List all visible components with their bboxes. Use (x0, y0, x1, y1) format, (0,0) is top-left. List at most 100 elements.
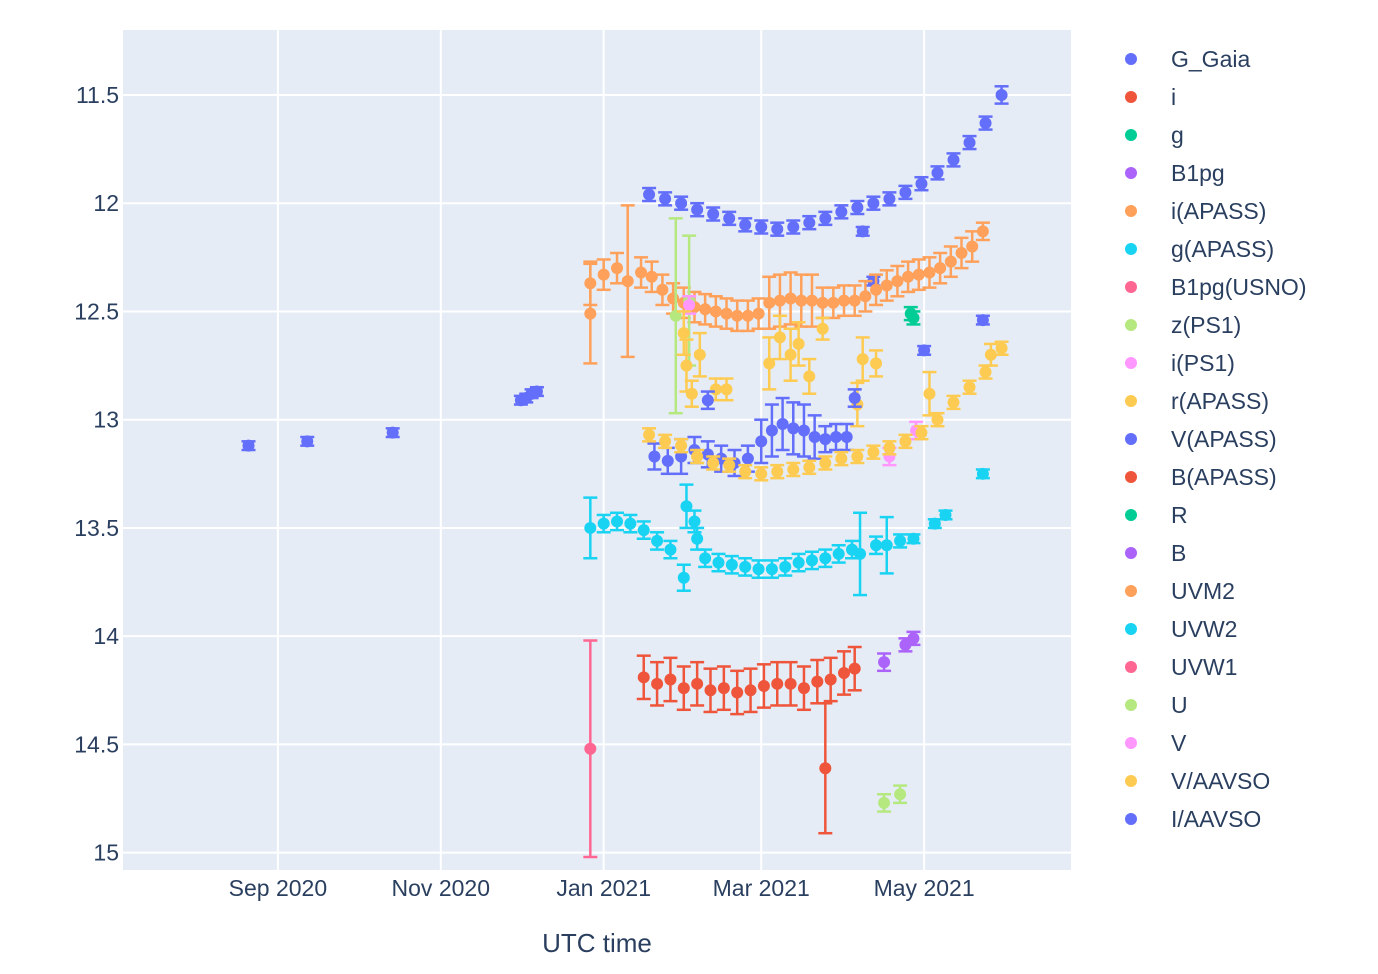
data-point[interactable] (637, 671, 650, 684)
legend-item[interactable]: i(APASS) (1125, 198, 1266, 224)
data-point[interactable] (918, 344, 931, 357)
data-point[interactable] (984, 348, 997, 361)
data-point[interactable] (693, 348, 706, 361)
data-point[interactable] (597, 268, 610, 281)
data-point[interactable] (741, 309, 754, 322)
data-point[interactable] (723, 459, 736, 472)
data-point[interactable] (680, 359, 693, 372)
data-point[interactable] (691, 532, 704, 545)
data-point[interactable] (675, 450, 688, 463)
legend-item[interactable]: i (1125, 84, 1176, 110)
data-point[interactable] (648, 450, 661, 463)
data-point[interactable] (707, 208, 720, 221)
data-point[interactable] (816, 322, 829, 335)
data-point[interactable] (792, 556, 805, 569)
data-point[interactable] (939, 508, 952, 521)
data-point[interactable] (856, 225, 869, 238)
data-point[interactable] (819, 212, 832, 225)
data-point[interactable] (878, 656, 891, 669)
data-point[interactable] (795, 294, 808, 307)
data-point[interactable] (995, 342, 1008, 355)
data-point[interactable] (819, 433, 832, 446)
data-point[interactable] (784, 348, 797, 361)
data-point[interactable] (907, 311, 920, 324)
data-point[interactable] (880, 539, 893, 552)
data-point[interactable] (848, 294, 861, 307)
data-point[interactable] (597, 517, 610, 530)
legend-item[interactable]: G_Gaia (1125, 46, 1250, 72)
data-point[interactable] (851, 450, 864, 463)
data-point[interactable] (659, 435, 672, 448)
legend-item[interactable]: r(APASS) (1125, 388, 1269, 414)
legend-item[interactable]: I/AAVSO (1125, 806, 1261, 832)
data-point[interactable] (739, 560, 752, 573)
data-point[interactable] (709, 305, 722, 318)
data-point[interactable] (867, 197, 880, 210)
data-point[interactable] (635, 266, 648, 279)
legend-item[interactable]: V/AAVSO (1125, 768, 1270, 794)
data-point[interactable] (669, 309, 682, 322)
data-point[interactable] (675, 439, 688, 452)
data-point[interactable] (651, 534, 664, 547)
data-point[interactable] (691, 203, 704, 216)
data-point[interactable] (677, 682, 690, 695)
data-point[interactable] (819, 552, 832, 565)
data-point[interactable] (811, 675, 824, 688)
data-point[interactable] (752, 563, 765, 576)
data-point[interactable] (894, 788, 907, 801)
data-point[interactable] (819, 762, 832, 775)
data-point[interactable] (928, 517, 941, 530)
data-point[interactable] (739, 465, 752, 478)
legend-item[interactable]: B (1125, 540, 1186, 566)
data-point[interactable] (891, 275, 904, 288)
data-point[interactable] (712, 556, 725, 569)
data-point[interactable] (931, 166, 944, 179)
data-point[interactable] (838, 294, 851, 307)
data-point[interactable] (763, 357, 776, 370)
data-point[interactable] (637, 524, 650, 537)
data-point[interactable] (744, 684, 757, 697)
data-point[interactable] (824, 673, 837, 686)
data-point[interactable] (709, 383, 722, 396)
data-point[interactable] (803, 216, 816, 229)
data-point[interactable] (717, 682, 730, 695)
data-point[interactable] (611, 262, 624, 275)
data-point[interactable] (832, 547, 845, 560)
data-point[interactable] (725, 558, 738, 571)
data-point[interactable] (771, 465, 784, 478)
data-point[interactable] (867, 446, 880, 459)
data-point[interactable] (688, 515, 701, 528)
data-point[interactable] (819, 456, 832, 469)
data-point[interactable] (699, 552, 712, 565)
data-point[interactable] (797, 424, 810, 437)
data-point[interactable] (691, 450, 704, 463)
data-point[interactable] (947, 153, 960, 166)
legend-item[interactable]: B1pg (1125, 160, 1225, 186)
legend-item[interactable]: V(APASS) (1125, 426, 1277, 452)
data-point[interactable] (787, 422, 800, 435)
legend-item[interactable]: UVM2 (1125, 578, 1235, 604)
data-point[interactable] (757, 679, 770, 692)
data-point[interactable] (755, 467, 768, 480)
data-point[interactable] (584, 277, 597, 290)
data-point[interactable] (731, 686, 744, 699)
data-point[interactable] (816, 296, 829, 309)
data-point[interactable] (803, 461, 816, 474)
data-point[interactable] (907, 532, 920, 545)
data-point[interactable] (835, 452, 848, 465)
data-point[interactable] (912, 268, 925, 281)
legend-item[interactable]: UVW1 (1125, 654, 1237, 680)
data-point[interactable] (787, 221, 800, 234)
data-point[interactable] (792, 337, 805, 350)
data-point[interactable] (883, 441, 896, 454)
data-point[interactable] (838, 666, 851, 679)
data-point[interactable] (963, 381, 976, 394)
data-point[interactable] (827, 296, 840, 309)
data-point[interactable] (386, 426, 399, 439)
data-point[interactable] (870, 539, 883, 552)
data-point[interactable] (805, 554, 818, 567)
data-point[interactable] (835, 205, 848, 218)
data-point[interactable] (667, 292, 680, 305)
data-point[interactable] (955, 246, 968, 259)
legend-item[interactable]: i(PS1) (1125, 350, 1235, 376)
